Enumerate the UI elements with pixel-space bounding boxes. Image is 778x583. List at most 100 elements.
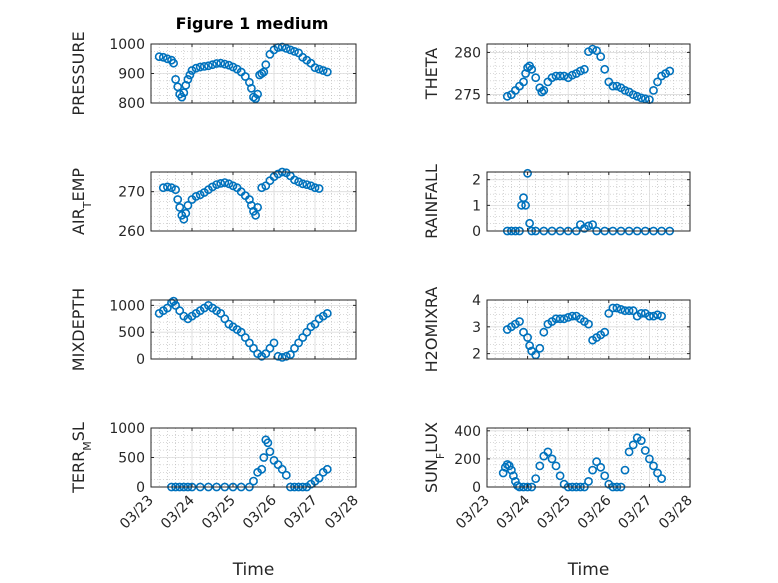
data-point <box>261 60 271 70</box>
panel-pressure: 800 900 1000 PRESSURE <box>69 31 357 116</box>
data-point <box>555 71 565 81</box>
data-point <box>563 312 573 322</box>
data-point <box>220 178 230 187</box>
data-point <box>504 461 514 471</box>
data-point <box>580 64 589 74</box>
data-point <box>290 47 299 56</box>
data-point <box>290 175 299 185</box>
data-point <box>199 62 209 71</box>
figure-title: Figure 1 medium <box>176 14 329 33</box>
data-point <box>173 195 183 204</box>
data-point <box>162 303 172 313</box>
data-point <box>649 311 658 321</box>
data-point <box>592 457 601 467</box>
y-tick-label: 260 <box>118 224 145 240</box>
data-point <box>523 333 532 342</box>
data-point <box>224 179 234 189</box>
data-point <box>588 44 597 54</box>
data-point <box>154 52 164 62</box>
data-point <box>502 91 512 101</box>
data-point <box>519 77 528 87</box>
data-point <box>228 181 238 191</box>
data-point <box>620 86 630 95</box>
data-point <box>281 470 291 480</box>
data-point <box>539 86 549 95</box>
panel-rainfall: 0 1 2 RAINFALL <box>422 164 691 240</box>
panel-theta: 275 280 THETA <box>422 43 691 104</box>
data-point <box>162 182 172 192</box>
y-tick-label: 800 <box>118 96 145 112</box>
y-tick-label: 1000 <box>109 37 145 53</box>
data-point <box>620 306 630 316</box>
y-axis-label: TERRMSL <box>69 422 94 494</box>
data-point <box>175 306 185 316</box>
panel-h2omixra: 2 3 4 H2OMIXRA <box>422 287 691 373</box>
data-point <box>515 317 524 326</box>
y-tick-label: 0 <box>472 224 481 240</box>
y-axis-label: RAINFALL <box>422 164 441 239</box>
data-point <box>576 66 585 76</box>
data-point <box>224 60 234 70</box>
y-axis-label: MIXDEPTH <box>69 288 88 371</box>
data-point <box>216 308 226 318</box>
data-point <box>249 476 258 486</box>
y-tick-label: 0 <box>136 352 145 368</box>
data-point <box>261 349 271 358</box>
data-point <box>525 218 534 228</box>
y-axis-label-part: TERR <box>69 451 88 494</box>
data-point <box>645 311 654 321</box>
data-point <box>158 183 168 193</box>
y-axis-label-part: LUX <box>422 422 441 453</box>
data-point <box>567 311 577 321</box>
data-point <box>171 300 180 310</box>
data-point <box>294 338 303 348</box>
axes-box <box>486 43 691 104</box>
y-axis-label-subscript: T <box>81 201 94 209</box>
data-point <box>251 94 260 103</box>
y-axis-label: H2OMIXRA <box>422 287 441 373</box>
data-point <box>240 333 250 342</box>
data-point <box>195 62 205 72</box>
data-point <box>220 59 230 69</box>
y-tick-label: 0 <box>136 480 145 496</box>
data-point <box>624 306 634 316</box>
y-axis-label-part: SL <box>69 422 88 441</box>
data-point <box>263 438 273 448</box>
data-point <box>636 308 646 318</box>
data-point <box>555 471 565 481</box>
data-point <box>281 351 291 361</box>
data-point <box>175 202 185 212</box>
data-point <box>653 77 662 87</box>
data-point <box>531 73 541 83</box>
y-tick-label: 2 <box>472 173 481 189</box>
data-point <box>519 193 528 203</box>
data-point <box>632 91 642 101</box>
data-point <box>158 52 168 62</box>
axes-box <box>486 171 691 232</box>
data-point <box>212 180 221 189</box>
data-point <box>253 202 262 212</box>
data-point <box>257 464 267 474</box>
data-point <box>653 468 662 478</box>
data-point <box>177 92 187 102</box>
data-point <box>322 464 332 474</box>
data-point <box>551 314 561 324</box>
data-point <box>519 327 528 337</box>
data-point <box>523 63 532 72</box>
data-point <box>298 333 308 342</box>
data-point <box>537 87 547 97</box>
data-point <box>535 343 545 353</box>
data-point <box>612 303 622 313</box>
data-point <box>310 183 320 193</box>
data-point <box>649 461 658 471</box>
y-axis-label: PRESSURE <box>69 31 88 115</box>
axes-box <box>486 427 691 488</box>
data-point <box>298 179 308 189</box>
y-tick-label: 200 <box>454 452 481 468</box>
data-point <box>567 70 577 80</box>
y-axis-label: AIRTEMP <box>69 168 94 235</box>
y-axis-label-part: EMP <box>69 168 88 202</box>
x-axis-label: Time <box>567 560 610 580</box>
data-point <box>547 73 557 83</box>
